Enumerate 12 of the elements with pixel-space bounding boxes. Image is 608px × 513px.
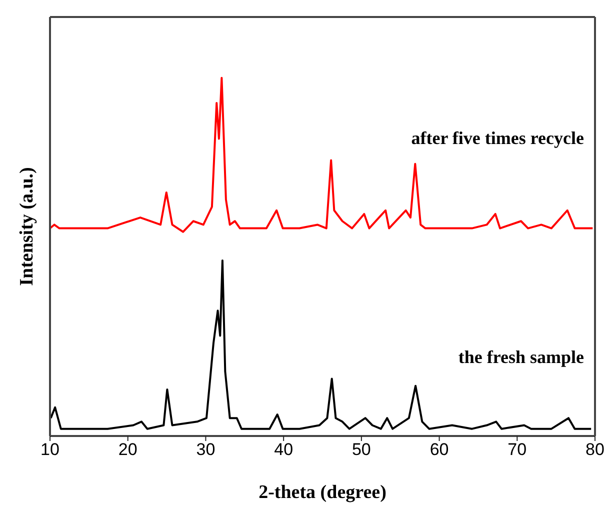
x-tick-label: 30 [196,440,216,460]
x-tick-label: 20 [118,440,138,460]
text: the fresh sample [458,346,584,368]
x-tick-label: 70 [508,440,527,460]
x-tick-label: 10 [40,440,60,460]
series-label: after five times recycle [411,128,584,150]
y-axis-title: Intensity (a.u.) [16,167,38,286]
x-tick-label: 60 [430,440,449,460]
x-axis-title: 2-theta (degree) [258,482,386,503]
x-tick-label: 40 [274,440,294,460]
x-tick-label: 80 [586,440,604,460]
x-tick-label: 50 [352,440,371,460]
